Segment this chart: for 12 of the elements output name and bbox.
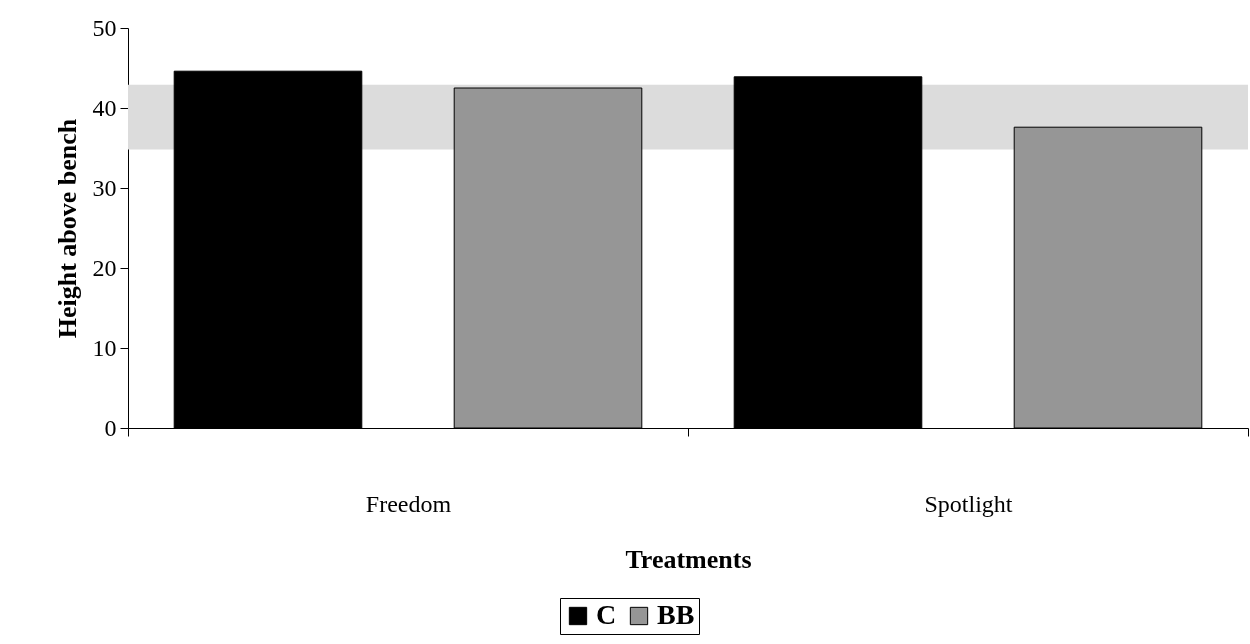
x-tick-label: Spotlight bbox=[924, 490, 1013, 517]
x-axis-title: Treatments bbox=[625, 544, 752, 574]
y-tick-label: 40 bbox=[92, 94, 117, 121]
y-tick-label: 50 bbox=[92, 14, 117, 41]
y-axis-title: Height above bench bbox=[52, 118, 82, 339]
y-tick-label: 30 bbox=[92, 174, 117, 201]
legend-label: C bbox=[596, 599, 617, 630]
x-tick-label: Freedom bbox=[365, 490, 452, 517]
y-tick-label: 0 bbox=[104, 414, 117, 441]
legend-label: BB bbox=[657, 599, 695, 630]
y-tick-label: 20 bbox=[92, 254, 117, 281]
y-tick-label: 10 bbox=[92, 334, 117, 361]
